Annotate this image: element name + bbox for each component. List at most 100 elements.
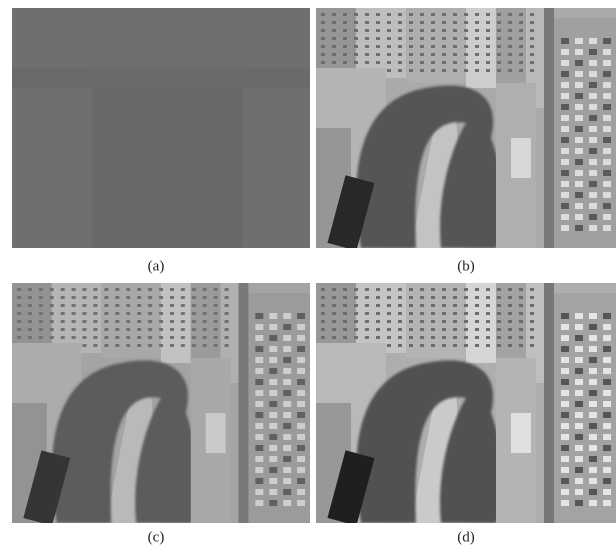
tower-window bbox=[561, 181, 569, 187]
window bbox=[343, 21, 347, 24]
window bbox=[530, 336, 534, 339]
window bbox=[420, 61, 424, 64]
tower-window bbox=[575, 170, 583, 176]
window bbox=[497, 336, 501, 339]
window bbox=[148, 336, 152, 339]
window bbox=[530, 344, 534, 347]
window bbox=[475, 69, 479, 72]
window bbox=[225, 328, 229, 331]
window bbox=[409, 312, 413, 315]
window bbox=[365, 45, 369, 48]
window bbox=[148, 344, 152, 347]
tower-window bbox=[283, 335, 291, 341]
window bbox=[137, 304, 141, 307]
figure: (a) (b) (c) (d) bbox=[0, 0, 616, 546]
tower-window bbox=[603, 159, 611, 165]
window bbox=[137, 288, 141, 291]
window bbox=[126, 288, 130, 291]
window bbox=[530, 304, 534, 307]
window bbox=[343, 53, 347, 56]
window bbox=[475, 13, 479, 16]
tower-window bbox=[255, 357, 263, 363]
window bbox=[354, 296, 358, 299]
window bbox=[61, 312, 65, 315]
window bbox=[332, 296, 336, 299]
window bbox=[343, 37, 347, 40]
window bbox=[83, 312, 87, 315]
tower-window bbox=[603, 203, 611, 209]
tower-window bbox=[575, 126, 583, 132]
tower-window bbox=[283, 324, 291, 330]
window bbox=[28, 320, 32, 323]
window bbox=[137, 344, 141, 347]
tower-window bbox=[297, 456, 305, 462]
tower-window bbox=[561, 401, 569, 407]
building bbox=[161, 283, 191, 363]
window bbox=[354, 45, 358, 48]
tower-window bbox=[589, 82, 597, 88]
window bbox=[343, 13, 347, 16]
window bbox=[519, 21, 523, 24]
window bbox=[343, 45, 347, 48]
window bbox=[39, 304, 43, 307]
window bbox=[354, 29, 358, 32]
tower-window bbox=[561, 489, 569, 495]
window bbox=[530, 320, 534, 323]
window bbox=[148, 288, 152, 291]
faint-structure bbox=[12, 68, 310, 88]
tower-window bbox=[255, 489, 263, 495]
window bbox=[354, 336, 358, 339]
window bbox=[519, 344, 523, 347]
window bbox=[486, 53, 490, 56]
window bbox=[181, 328, 185, 331]
tower-window bbox=[255, 434, 263, 440]
window bbox=[453, 45, 457, 48]
tower-window bbox=[603, 225, 611, 231]
figure-canvas: (a) (b) (c) (d) bbox=[0, 0, 616, 546]
tower-window bbox=[269, 313, 277, 319]
tower-window bbox=[575, 423, 583, 429]
window bbox=[442, 320, 446, 323]
tower-window bbox=[603, 346, 611, 352]
panel-caption: (c) bbox=[148, 529, 165, 545]
tower-window bbox=[269, 335, 277, 341]
window bbox=[376, 53, 380, 56]
window bbox=[83, 320, 87, 323]
window bbox=[497, 61, 501, 64]
tower-window bbox=[255, 390, 263, 396]
window bbox=[420, 288, 424, 291]
window bbox=[475, 344, 479, 347]
tower-window bbox=[589, 368, 597, 374]
window bbox=[181, 296, 185, 299]
window bbox=[409, 296, 413, 299]
tower-window bbox=[561, 225, 569, 231]
window bbox=[61, 288, 65, 291]
window bbox=[115, 312, 119, 315]
window bbox=[387, 61, 391, 64]
window bbox=[50, 312, 54, 315]
window bbox=[104, 328, 108, 331]
window bbox=[519, 296, 523, 299]
window bbox=[93, 296, 97, 299]
window bbox=[50, 320, 54, 323]
window bbox=[376, 336, 380, 339]
window bbox=[28, 328, 32, 331]
window bbox=[453, 288, 457, 291]
window bbox=[93, 336, 97, 339]
window bbox=[409, 13, 413, 16]
window bbox=[203, 296, 207, 299]
window bbox=[343, 336, 347, 339]
panel-caption: (d) bbox=[457, 529, 475, 545]
window bbox=[192, 296, 196, 299]
tower-window bbox=[589, 346, 597, 352]
window bbox=[354, 312, 358, 315]
window bbox=[431, 320, 435, 323]
window bbox=[475, 45, 479, 48]
window bbox=[203, 304, 207, 307]
window bbox=[159, 328, 163, 331]
window bbox=[203, 288, 207, 291]
tower-window bbox=[603, 38, 611, 44]
window bbox=[192, 304, 196, 307]
window bbox=[530, 29, 534, 32]
tower-window bbox=[603, 115, 611, 121]
